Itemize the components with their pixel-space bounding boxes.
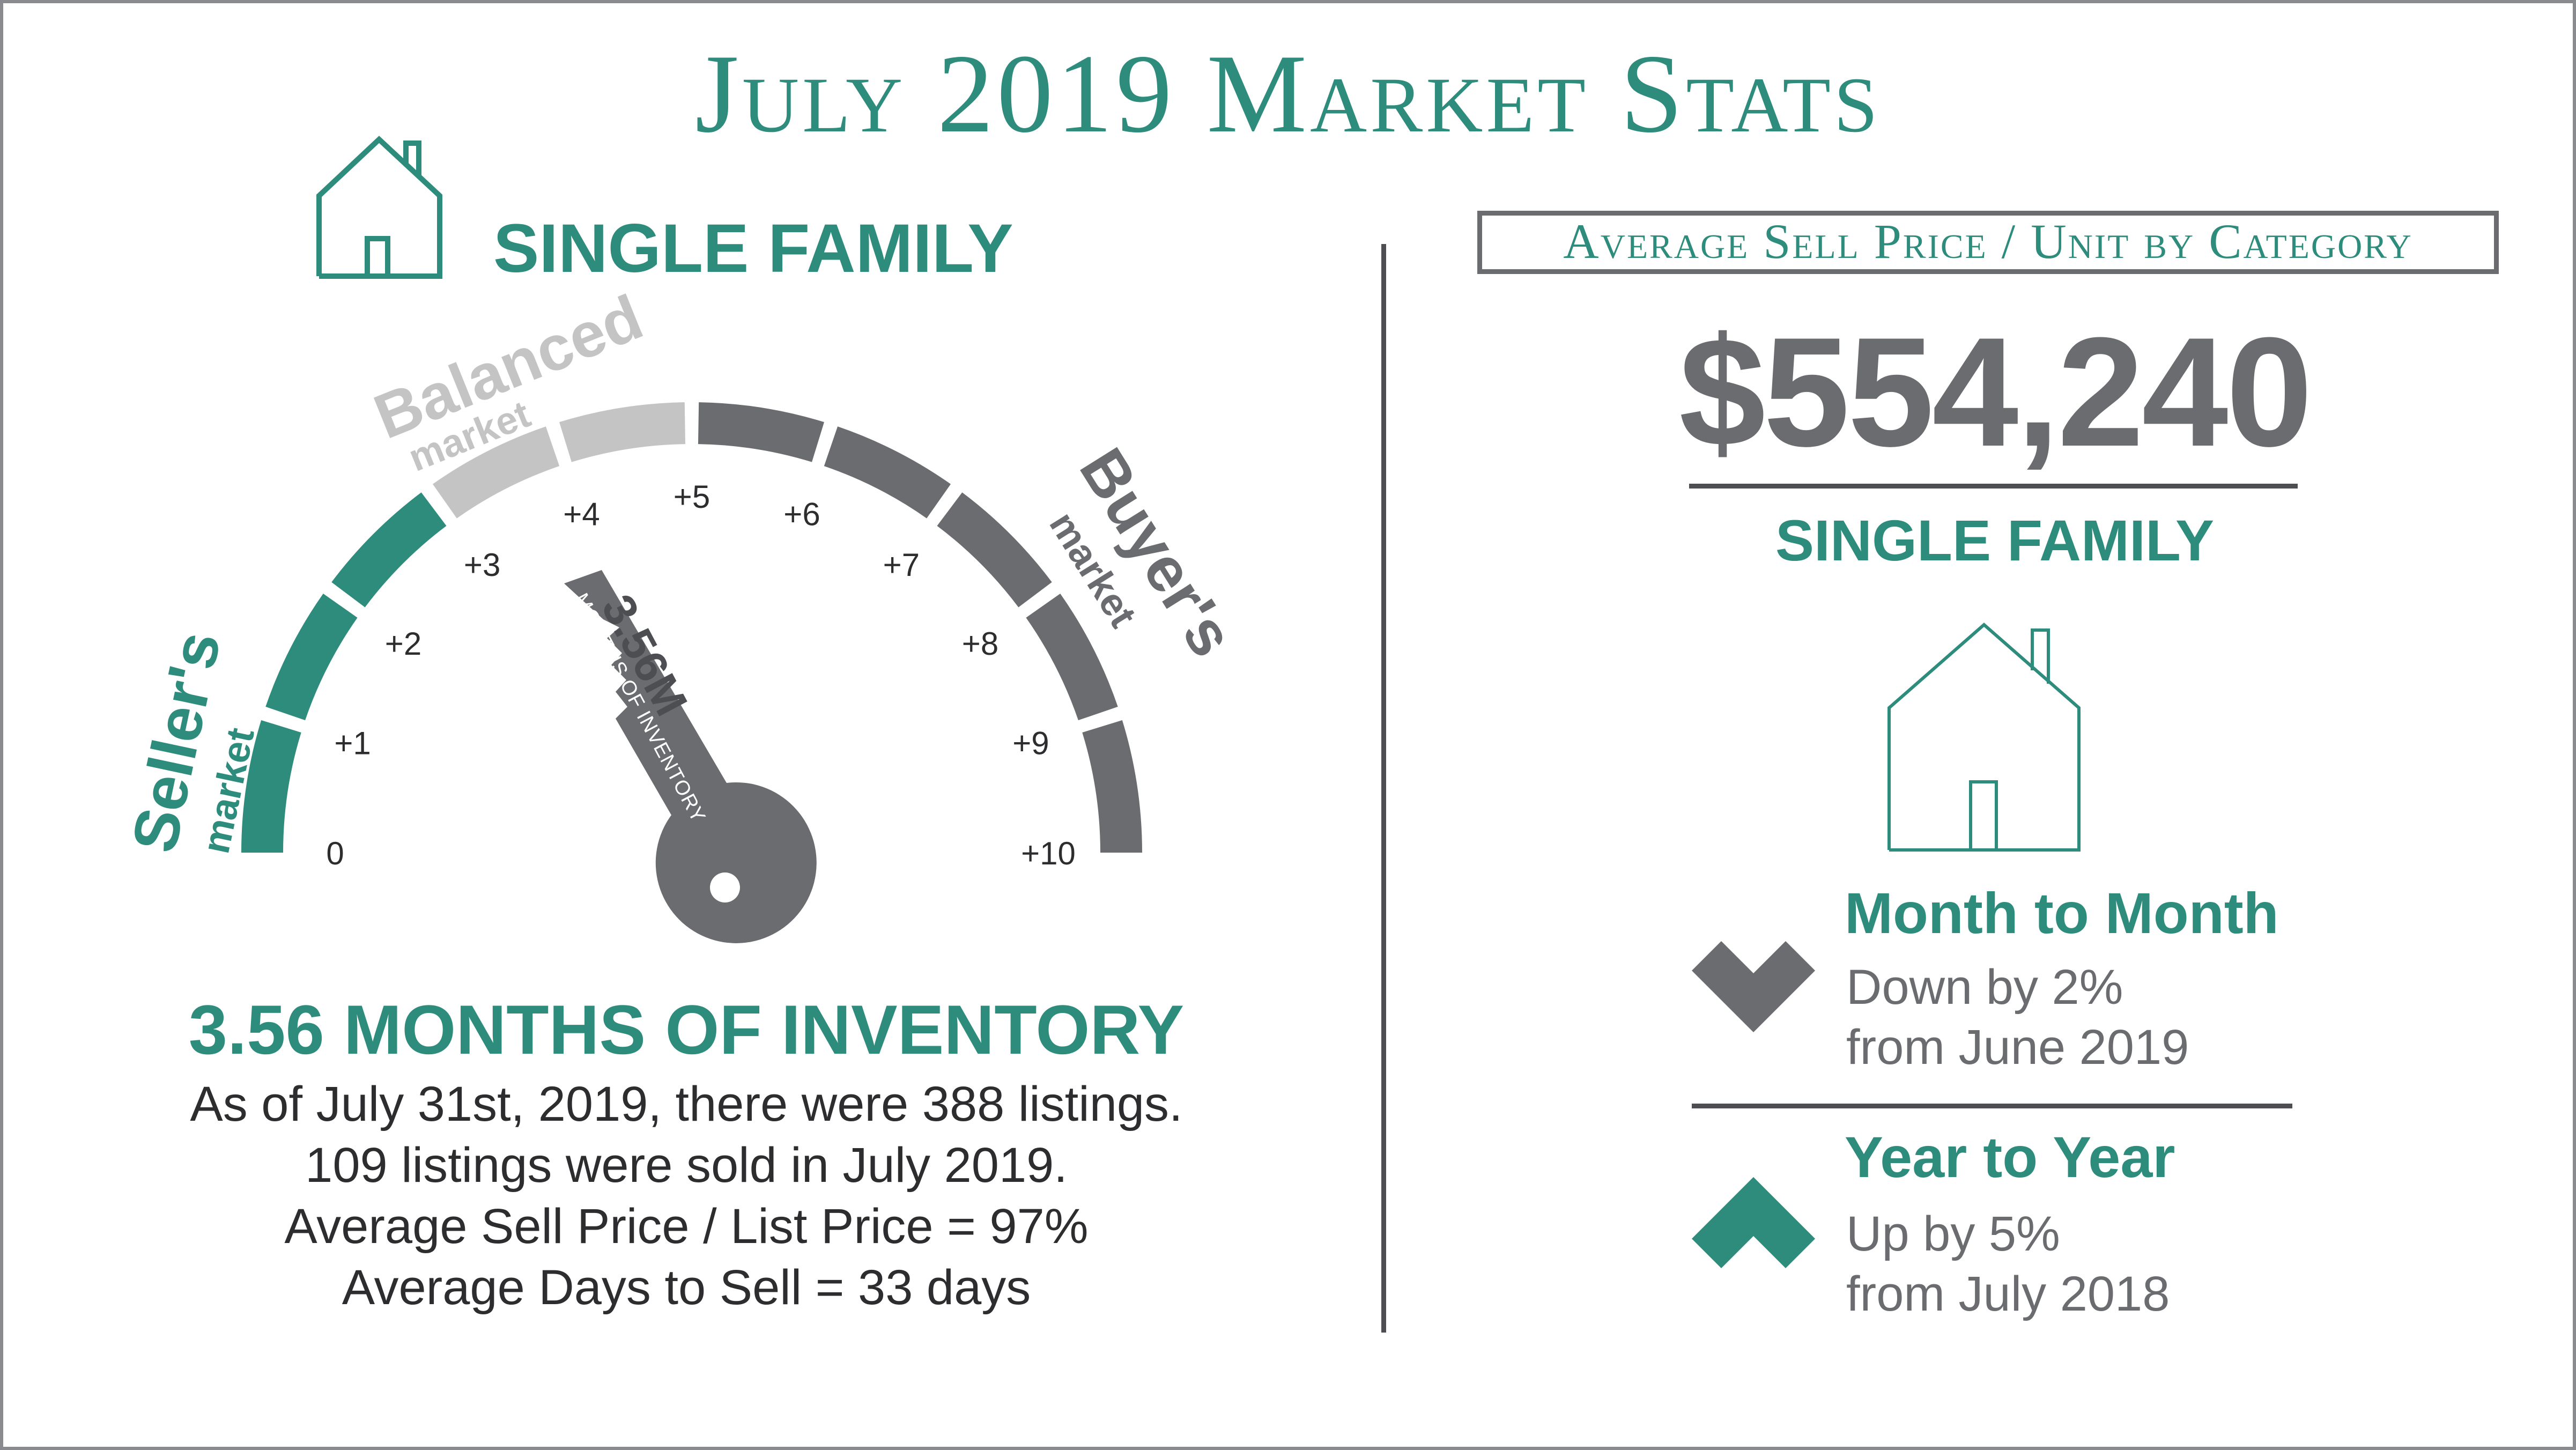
gauge-segment xyxy=(824,426,951,519)
month-compare: from June 2019 xyxy=(1846,1020,2189,1075)
page-title: July 2019 Market Stats xyxy=(695,32,1881,156)
key-hole xyxy=(710,872,740,902)
category-title: Average Sell Price / Unit by Category xyxy=(1563,214,2413,269)
year-compare: from July 2018 xyxy=(1846,1267,2170,1321)
gauge-segment xyxy=(331,492,447,608)
gauge-tick-label: +9 xyxy=(1012,726,1049,761)
gauge-segment xyxy=(1026,593,1118,721)
month-change: Down by 2% xyxy=(1846,960,2123,1015)
month-to-month-title: Month to Month xyxy=(1845,881,2279,945)
gauge-segment xyxy=(432,426,560,519)
column-divider xyxy=(1381,244,1386,1333)
gauge-segment xyxy=(559,402,686,462)
gauge-tick-label: +5 xyxy=(673,479,710,515)
gauge-tick-label: +1 xyxy=(334,726,371,761)
key-needle: 3.56M MONTHS OF INVENTORY xyxy=(564,570,817,943)
gauge-segments xyxy=(241,402,1142,853)
gauge-tick-label: +10 xyxy=(1021,835,1076,871)
section-divider xyxy=(1692,1104,2292,1108)
gauge-segment xyxy=(1082,720,1142,853)
gauge-tick-label: +2 xyxy=(385,626,421,662)
gauge-segment xyxy=(937,492,1052,608)
right-category-label: SINGLE FAMILY xyxy=(1775,508,2215,573)
inventory-details: As of July 31st, 2019, there were 388 li… xyxy=(0,1074,1373,1318)
detail-line: 109 listings were sold in July 2019. xyxy=(305,1138,1068,1193)
gauge-tick-label: +7 xyxy=(883,547,920,583)
gauge-tick-label: +3 xyxy=(464,547,500,583)
detail-line: Average Sell Price / List Price = 97% xyxy=(284,1199,1089,1254)
year-to-year-text: Up by 5% from July 2018 xyxy=(1846,1204,2170,1324)
month-to-month-text: Down by 2% from June 2019 xyxy=(1846,957,2189,1077)
left-category-label: SINGLE FAMILY xyxy=(493,210,1013,287)
inventory-headline: 3.56 MONTHS OF INVENTORY xyxy=(188,990,1185,1069)
price-underline xyxy=(1689,484,2298,489)
detail-line: Average Days to Sell = 33 days xyxy=(342,1260,1031,1315)
detail-line: As of July 31st, 2019, there were 388 li… xyxy=(190,1077,1183,1131)
category-title-box: Average Sell Price / Unit by Category xyxy=(1477,211,2499,274)
gauge-segment xyxy=(265,593,358,721)
gauge-tick-label: +6 xyxy=(783,497,820,532)
year-change: Up by 5% xyxy=(1846,1207,2060,1261)
gauge-tick-label: +4 xyxy=(563,497,599,532)
gauge-ticks: 0 +1 +2 +3 +4 +5 +6 +7 +8 +9 +10 xyxy=(326,479,1076,871)
gauge-segment xyxy=(241,720,301,853)
chevron-up-icon xyxy=(1692,1177,1815,1268)
average-price: $554,240 xyxy=(1679,305,2313,479)
chevron-down-icon xyxy=(1692,941,1815,1032)
gauge-segment xyxy=(698,402,824,462)
gauge-tick-label: 0 xyxy=(326,835,344,871)
gauge-tick-label: +8 xyxy=(962,626,998,662)
inventory-gauge: 0+1+2+3+4 +5 +6+7+8+9+10 Balanced market S… xyxy=(119,282,1248,943)
house-outline-icon xyxy=(1887,623,2081,852)
house-icon xyxy=(316,136,442,279)
year-to-year-title: Year to Year xyxy=(1845,1125,2175,1189)
key-icon xyxy=(564,570,817,943)
